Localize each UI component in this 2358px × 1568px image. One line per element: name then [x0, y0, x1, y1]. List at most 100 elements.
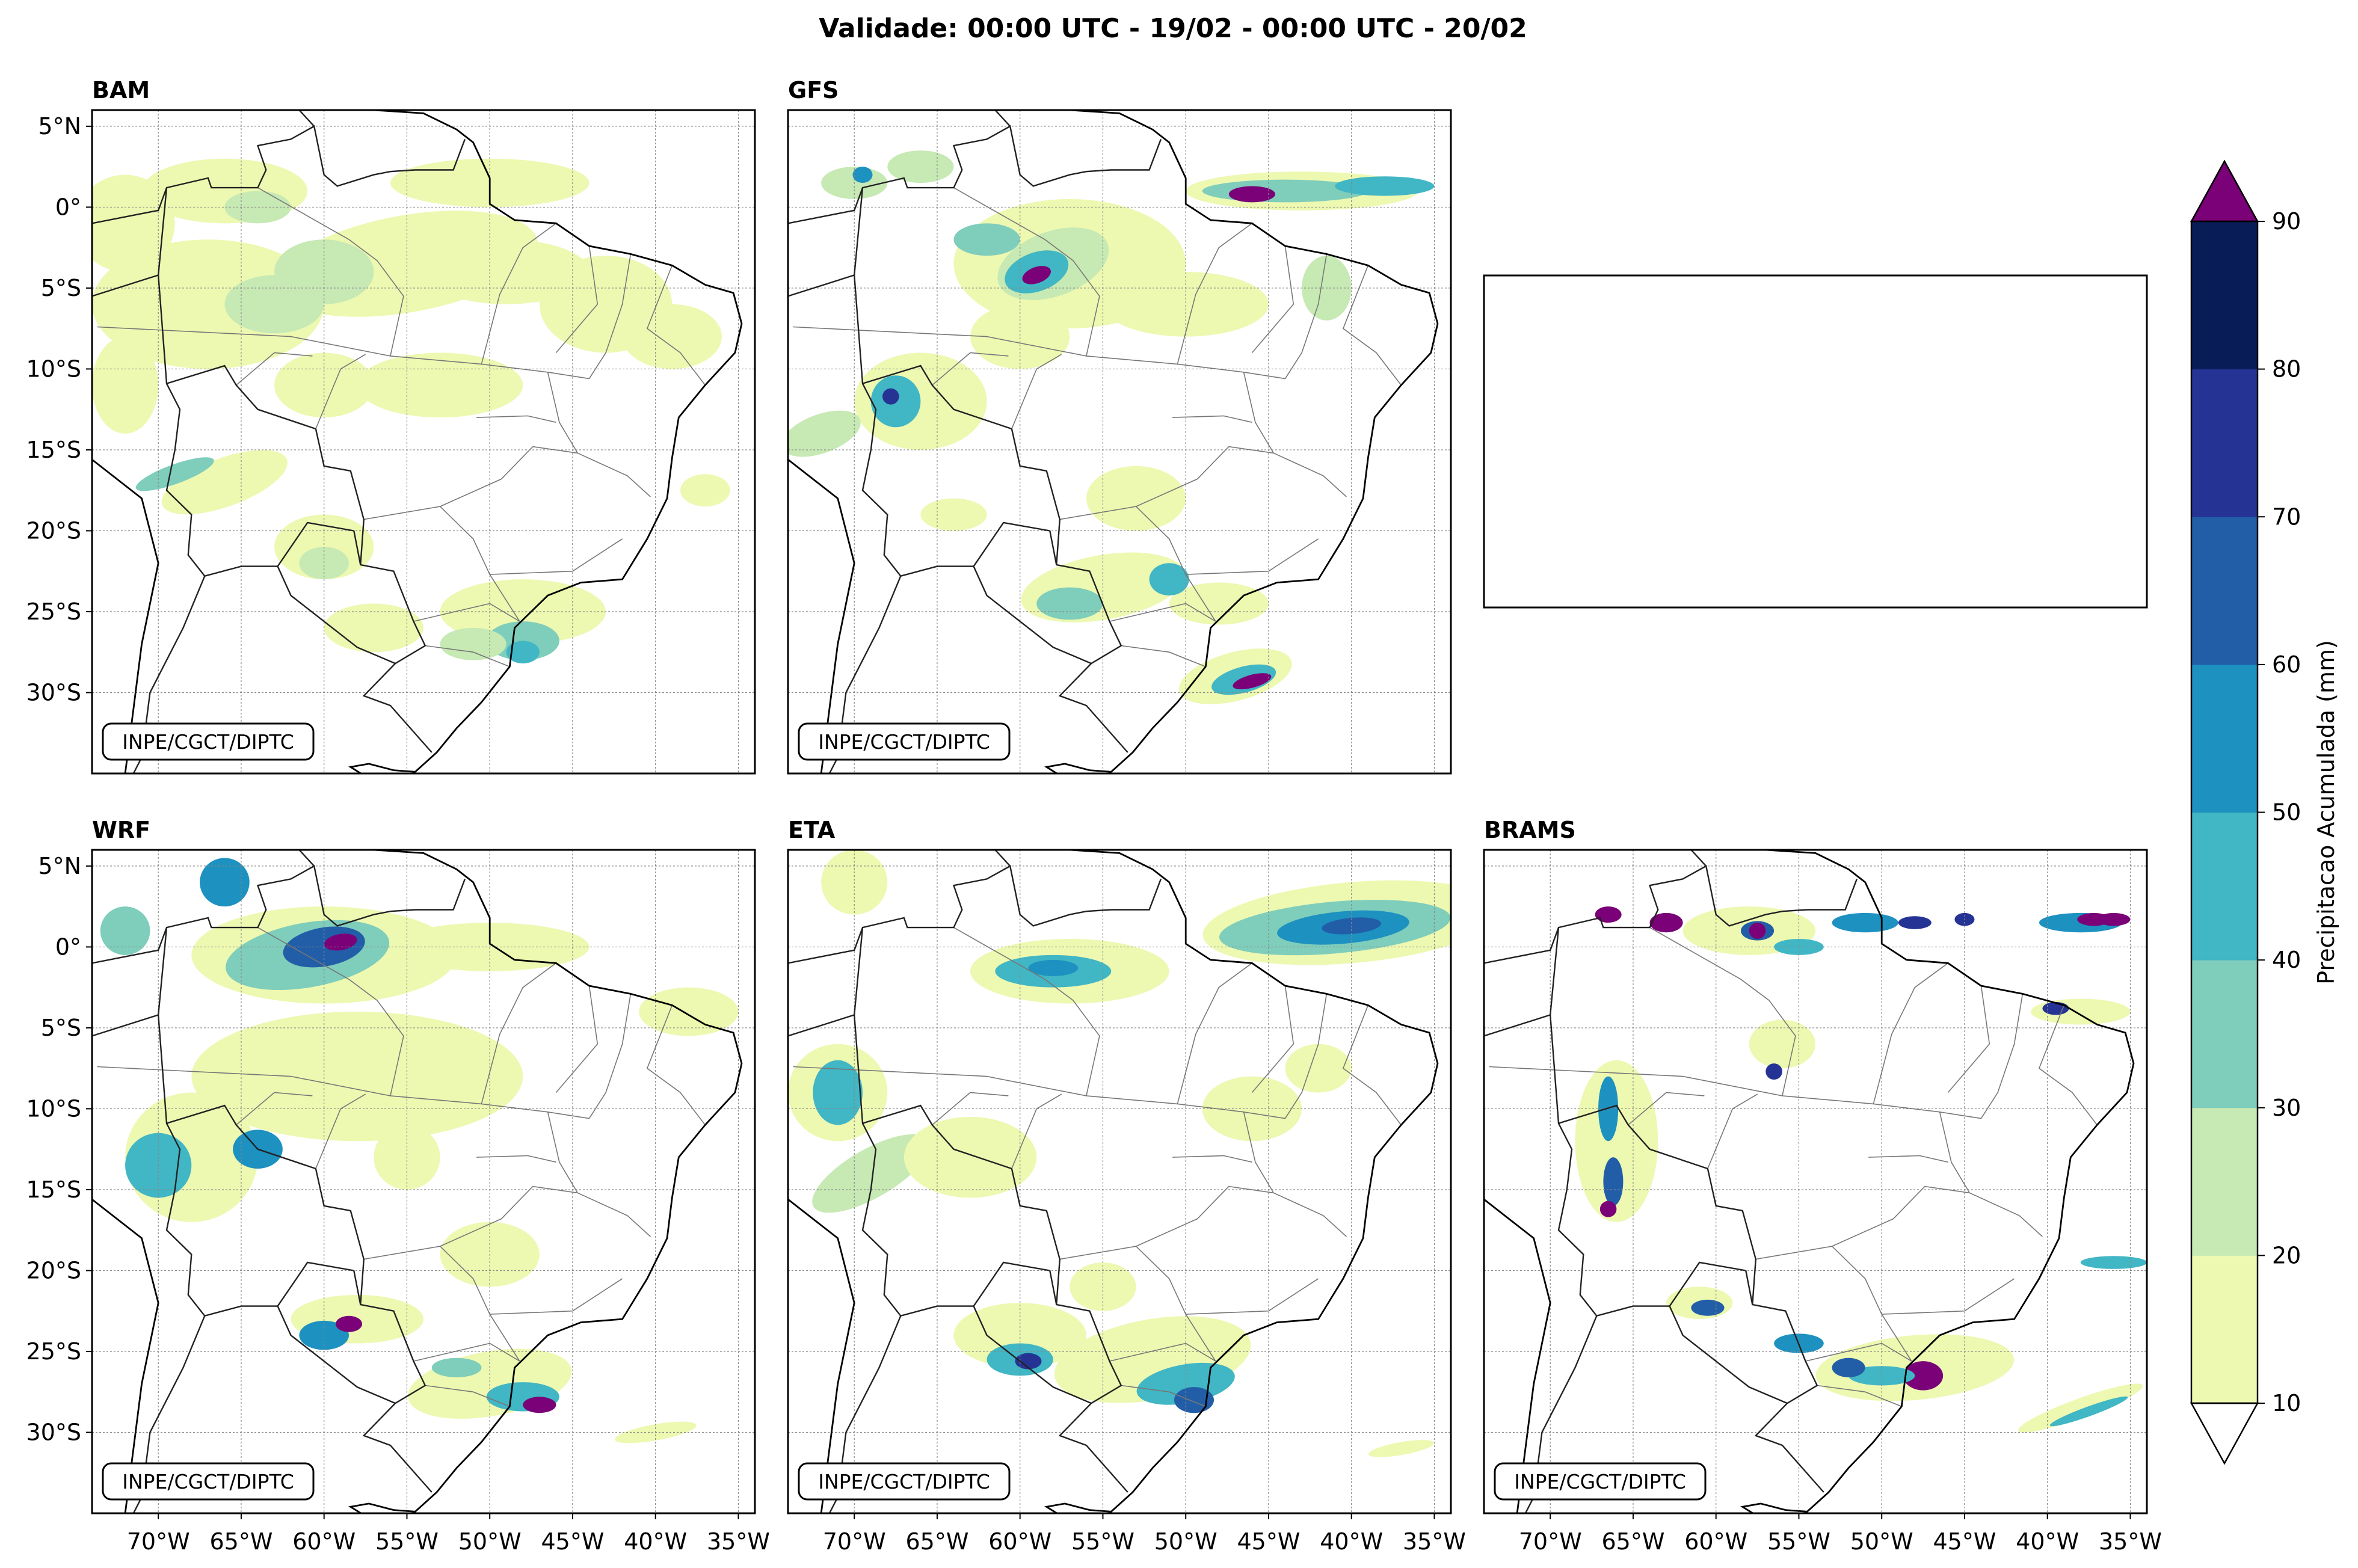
watermark: INPE/CGCT/DIPTC [102, 722, 315, 761]
colorbar-tick-label: 30 [2272, 1095, 2301, 1121]
precip-cell [1898, 916, 1932, 929]
precip-field [788, 850, 1451, 1457]
colorbar-label: Precipitacao Acumulada (mm) [2313, 640, 2339, 985]
precip-cell [506, 641, 540, 664]
precip-cell [2049, 1396, 2128, 1427]
pacific-coastline [1484, 979, 1551, 1513]
gridlines [92, 850, 755, 1513]
colorbar-segment [2191, 960, 2258, 1108]
atlantic-coastline [1044, 110, 1439, 773]
lat-tick-label: 20°S [26, 517, 81, 544]
colorbar-tick-label: 80 [2272, 356, 2301, 383]
watermark: INPE/CGCT/DIPTC [1494, 1462, 1707, 1501]
precip-cell [903, 1116, 1037, 1198]
lat-tick-label: 20°S [26, 1257, 81, 1284]
precip-cell [1228, 186, 1275, 203]
precip-cell [523, 1397, 556, 1413]
colorbar-under-triangle [2190, 1402, 2259, 1465]
precip-cell [1691, 1299, 1725, 1316]
lon-tick-label: 35°W [2099, 1528, 2162, 1555]
lon-tick-label: 45°W [541, 1528, 604, 1555]
precip-cell [299, 547, 349, 580]
precip-cell [92, 336, 159, 434]
lon-tick-label: 50°W [1154, 1528, 1217, 1555]
atlantic-coastline [348, 110, 743, 773]
precip-cell [680, 474, 730, 507]
colorbar-tick-label: 50 [2272, 799, 2301, 826]
pacific-coastline [788, 979, 855, 1513]
lat-tick-label: 5°S [41, 1015, 81, 1041]
precip-cell [1749, 1019, 1815, 1069]
watermark: INPE/CGCT/DIPTC [798, 1462, 1011, 1501]
map-panel-wrf: WRF INPE/CGCT/DIPTC 5°N 0° 5°S 10°S 15°S 20°S 25… [26, 817, 770, 1555]
map-area [788, 110, 1451, 773]
map-area [92, 850, 755, 1513]
panel-label-brams: BRAMS [1484, 817, 1576, 843]
map-frame [1483, 849, 2148, 1514]
precip-cell [1036, 587, 1103, 620]
precip-cell [1849, 1366, 1915, 1386]
precip-cell [299, 1320, 349, 1350]
map-frame [91, 849, 756, 1514]
precip-cell [1103, 272, 1269, 337]
lon-tick-label: 60°W [1684, 1528, 1747, 1555]
lon-tick-label: 45°W [1237, 1528, 1300, 1555]
geography [1484, 850, 2135, 1513]
map-frame [787, 849, 1452, 1514]
colorbar-segment [2191, 517, 2258, 665]
map-panel-gfs: GFS INPE/CGCT/DIPTC [787, 77, 1452, 775]
precip-cell [2042, 1001, 2069, 1015]
panel-label-eta: ETA [788, 817, 836, 843]
gridlines [92, 110, 755, 773]
precip-cell [1169, 582, 1269, 625]
precip-cell [1028, 959, 1079, 976]
lat-tick-label: 15°S [26, 437, 81, 463]
lat-tick-label: 5°S [41, 275, 81, 301]
precip-cell [1335, 176, 1435, 196]
precip-cell [1595, 906, 1622, 923]
map-area [1484, 850, 2147, 1513]
precip-cell [1765, 1063, 1782, 1080]
map-area [92, 110, 755, 773]
precip-cell [2080, 1256, 2147, 1269]
precip-cell [357, 352, 523, 418]
lon-tick-label: 45°W [1933, 1528, 1996, 1555]
lon-tick-label: 50°W [458, 1528, 522, 1555]
watermark-text: INPE/CGCT/DIPTC [122, 730, 294, 754]
precip-cell [639, 987, 739, 1036]
precip-cell [1202, 1076, 1302, 1142]
lat-tick-label: 5°N [38, 113, 81, 140]
gridlines [1484, 850, 2147, 1513]
lon-tick-label: 40°W [2016, 1528, 2079, 1555]
lon-tick-label: 65°W [905, 1528, 968, 1555]
gridlines [788, 850, 1451, 1513]
lon-tick-label: 65°W [1601, 1528, 1664, 1555]
pacific-coastline [92, 979, 159, 1513]
precip-cell [1575, 1060, 1658, 1222]
lat-tick-label: 30°S [26, 1419, 81, 1445]
map-panels: BAM INPE/CGCT/DIPTC 5°N 0° 5°S 10°S 15°S 20°S 25… [26, 77, 2162, 1555]
gridlines [788, 110, 1451, 773]
atlantic-coastline [1044, 850, 1439, 1513]
precip-cell [1233, 673, 1272, 690]
precip-cell [852, 167, 873, 183]
precip-cell [1149, 563, 1189, 596]
colorbar-segment [2191, 221, 2258, 370]
pacific-coastline [788, 239, 855, 773]
lat-tick-label: 10°S [26, 1095, 81, 1122]
lon-tick-label: 70°W [127, 1528, 190, 1555]
lat-tick-label: 10°S [26, 355, 81, 382]
panel-label-bam: BAM [92, 77, 150, 103]
lon-tick-label: 60°W [292, 1528, 356, 1555]
map-panel-empty [1483, 274, 2148, 609]
atlantic-coastline [1740, 850, 2135, 1513]
precip-cell [1649, 912, 1683, 933]
precip-cell [92, 174, 175, 272]
precip-cell [1086, 466, 1186, 531]
lon-tick-label: 70°W [823, 1528, 886, 1555]
precip-cell [1599, 1201, 1617, 1217]
colorbar-segment [2191, 664, 2258, 813]
lat-tick-label: 5°N [38, 853, 81, 879]
precip-cell [1832, 1357, 1865, 1378]
colorbar-tick-label: 20 [2272, 1242, 2301, 1268]
